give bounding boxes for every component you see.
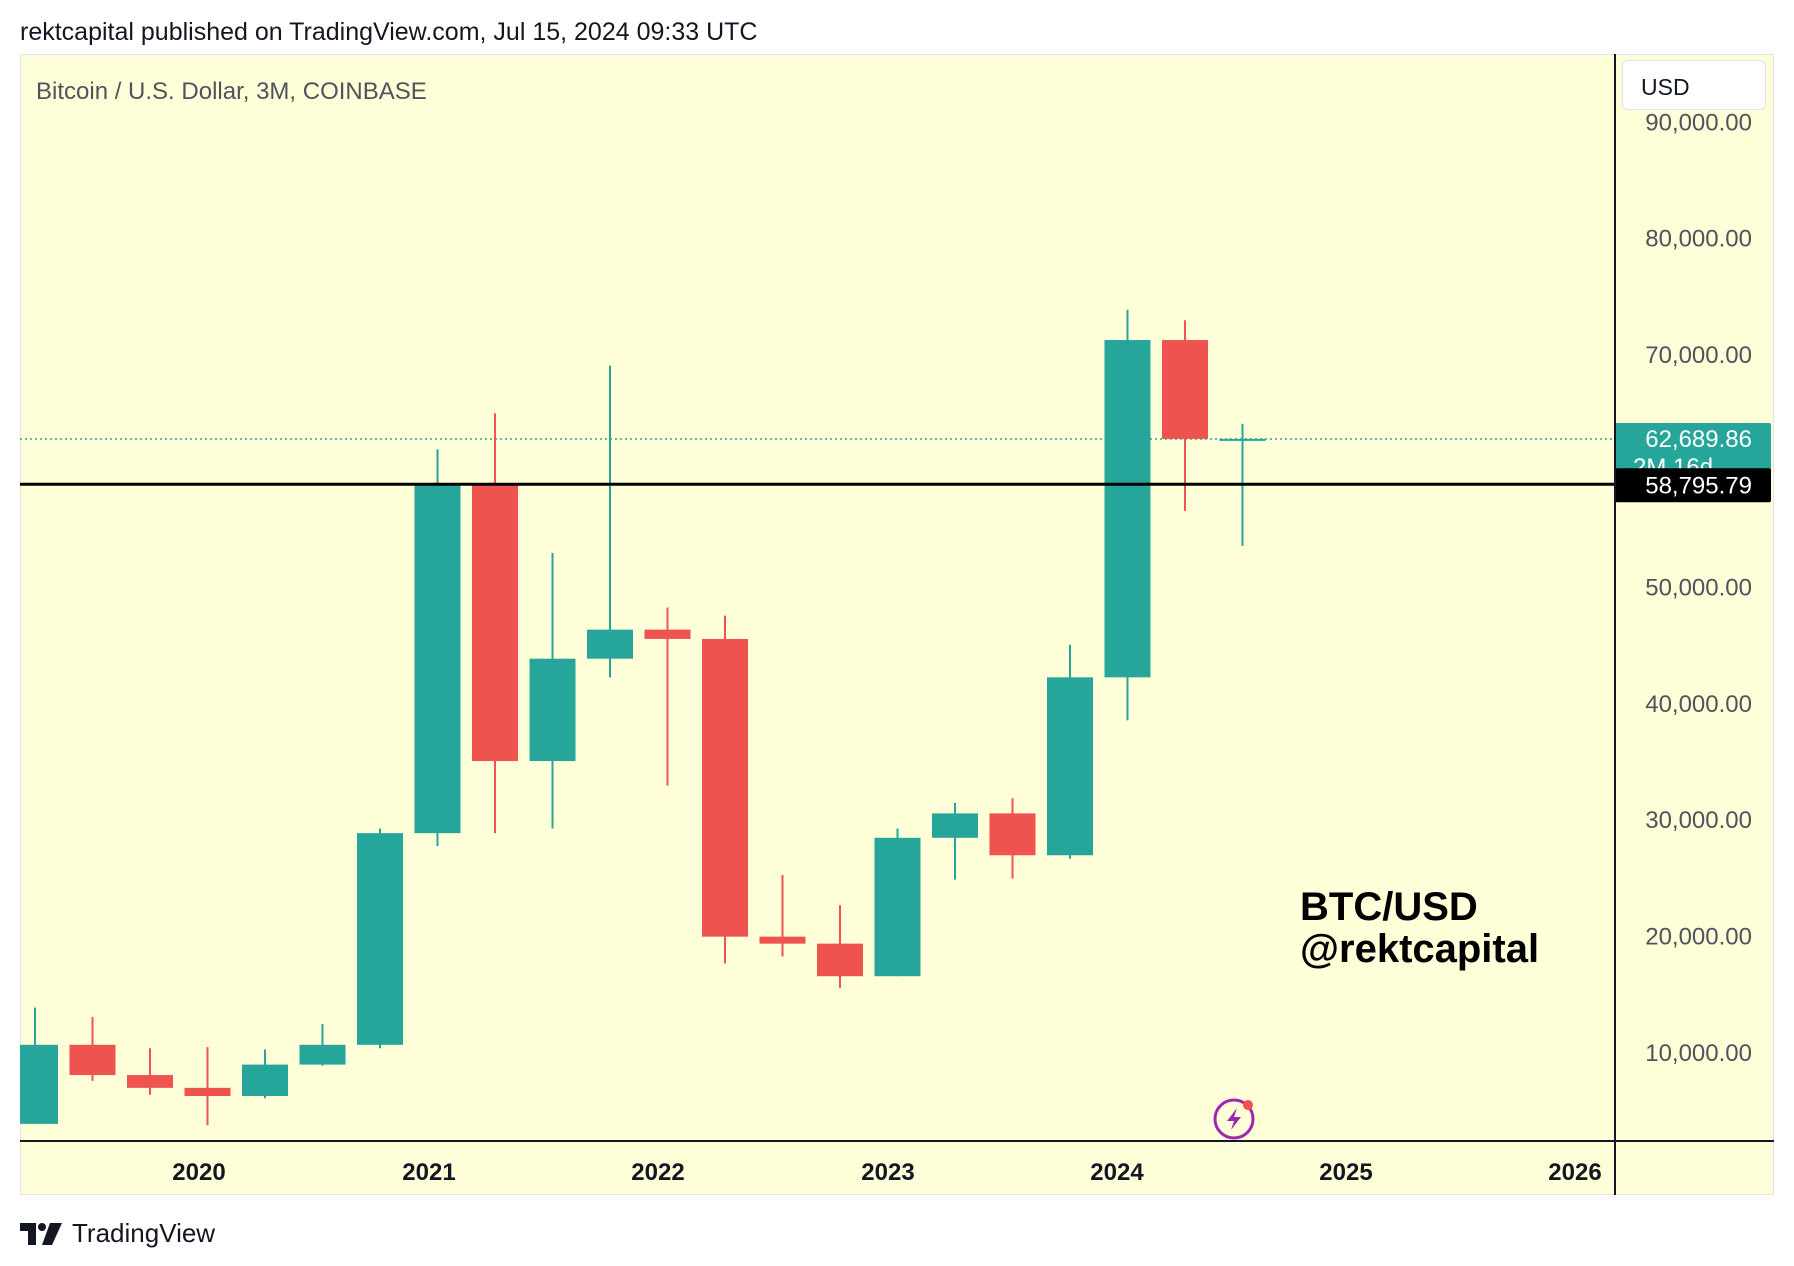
candle[interactable] <box>702 615 748 964</box>
time-axis: 2020 2021 2022 2023 2024 2025 2026 <box>172 1159 1601 1186</box>
candle-body <box>69 1044 116 1076</box>
candle[interactable] <box>12 1007 58 1124</box>
candle[interactable] <box>989 798 1036 879</box>
symbol-title: Bitcoin / U.S. Dollar, 3M, COINBASE <box>36 78 427 105</box>
publish-header: rektcapital published on TradingView.com… <box>20 18 758 46</box>
candle[interactable] <box>759 875 806 957</box>
currency-button[interactable]: USD <box>1622 60 1766 110</box>
price-tick-label: 80,000.00 <box>1645 226 1752 253</box>
candle[interactable] <box>874 828 921 977</box>
candle[interactable] <box>127 1048 173 1095</box>
time-tick-label: 2025 <box>1319 1159 1372 1186</box>
candle[interactable] <box>529 552 576 829</box>
candle[interactable] <box>817 905 863 988</box>
candle-body <box>1162 340 1208 439</box>
candle[interactable] <box>1104 309 1151 721</box>
price-tick-label: 70,000.00 <box>1645 342 1752 369</box>
candle-body <box>1104 340 1151 678</box>
price-axis: 10,000.00 20,000.00 30,000.00 40,000.00 50,0… <box>1645 109 1752 1066</box>
time-tick-label: 2023 <box>861 1159 914 1186</box>
price-tick-label: 50,000.00 <box>1645 575 1752 602</box>
candle[interactable] <box>1162 320 1208 512</box>
tradingview-brand-text: TradingView <box>72 1218 216 1248</box>
time-tick-label: 2021 <box>402 1159 455 1186</box>
candle-body <box>874 837 921 977</box>
lightning-icon[interactable] <box>1213 1098 1255 1140</box>
candle[interactable] <box>1047 644 1093 859</box>
candle-body <box>472 484 518 762</box>
tradingview-logo[interactable]: TradingView <box>20 1218 215 1249</box>
candle-body <box>529 658 576 762</box>
candle-body <box>1219 438 1266 441</box>
candle-body <box>127 1075 173 1088</box>
price-tick-label: 20,000.00 <box>1645 924 1752 951</box>
candle-body <box>184 1087 231 1096</box>
candle[interactable] <box>414 449 461 846</box>
candle[interactable] <box>932 802 978 880</box>
candle[interactable] <box>184 1047 231 1126</box>
last-price-value: 62,689.86 <box>1645 426 1752 453</box>
price-tick-label: 90,000.00 <box>1645 109 1752 136</box>
candle[interactable] <box>644 607 691 786</box>
candle-body <box>299 1044 346 1065</box>
candle[interactable] <box>299 1023 346 1066</box>
time-tick-label: 2022 <box>631 1159 684 1186</box>
candle[interactable] <box>242 1049 288 1099</box>
candle-body <box>702 638 748 937</box>
candle-body <box>357 833 403 1045</box>
time-tick-label: 2020 <box>172 1159 225 1186</box>
candle-body <box>242 1064 288 1096</box>
price-tick-label: 10,000.00 <box>1645 1040 1752 1067</box>
candle[interactable] <box>357 828 403 1049</box>
candle-body <box>759 936 806 944</box>
level-price-label[interactable]: 58,795.79 <box>1615 468 1771 503</box>
price-tick-label: 40,000.00 <box>1645 691 1752 718</box>
candle[interactable] <box>472 413 518 834</box>
candle[interactable] <box>69 1016 116 1081</box>
candle-body <box>587 629 633 659</box>
candle-body <box>1047 677 1093 856</box>
level-price-value: 58,795.79 <box>1645 472 1752 499</box>
candle-body <box>989 813 1036 856</box>
candle-body <box>817 943 863 977</box>
time-tick-label: 2026 <box>1548 1159 1601 1186</box>
candle-body <box>414 484 461 834</box>
candle-body <box>932 813 978 838</box>
candle[interactable] <box>587 365 633 678</box>
tradingview-logo-icon <box>20 1222 62 1245</box>
watermark-symbol: BTC/USD <box>1300 885 1478 929</box>
time-tick-label: 2024 <box>1090 1159 1144 1186</box>
candle-body <box>20 1044 58 1124</box>
candles-group <box>12 309 1615 1126</box>
price-tick-label: 30,000.00 <box>1645 807 1752 834</box>
chart-area[interactable] <box>20 54 1774 1195</box>
candle-body <box>644 629 691 639</box>
watermark-author: @rektcapital <box>1300 927 1539 971</box>
